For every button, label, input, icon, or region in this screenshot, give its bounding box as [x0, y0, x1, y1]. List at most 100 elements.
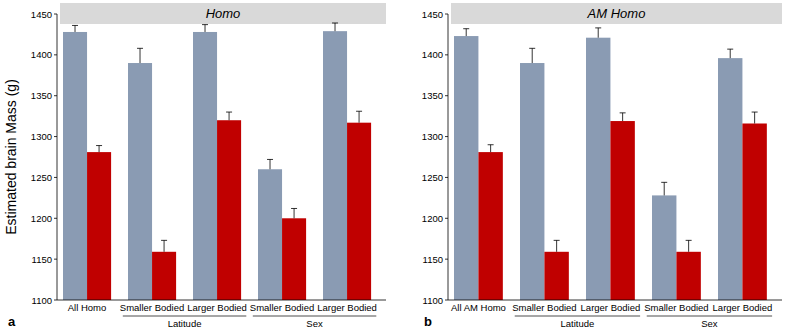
y-tick-label: 1150 [423, 254, 443, 265]
y-tick-label: 1350 [422, 90, 443, 101]
x-tick-label: All AM Homo [451, 302, 506, 313]
title: AM Homo [587, 6, 646, 21]
bars [454, 28, 767, 300]
group-line [123, 316, 247, 317]
y-tick-label: 1100 [423, 295, 443, 306]
y-tick [54, 95, 57, 96]
bar [544, 252, 568, 300]
error-bar [332, 23, 338, 31]
x-tick-label: Smaller Bodied [250, 302, 314, 313]
bar [478, 152, 502, 300]
y-tick-label: 1400 [31, 49, 52, 60]
error-bar [661, 182, 667, 195]
y-tick-label: 1250 [422, 172, 443, 183]
error-bar [226, 112, 232, 120]
bar [217, 120, 241, 300]
group-label: Latitude [168, 318, 202, 329]
y-tick-label: 1450 [31, 9, 52, 20]
panel: Homo 1100 1150 1200 1250 1300 1350 1400 1450 Esti… [3, 3, 386, 329]
group-label: Latitude [561, 318, 595, 329]
y-tick-label: 1200 [422, 213, 443, 224]
y-tick-label: 1300 [422, 131, 443, 142]
group-line [253, 316, 376, 317]
title-bar [60, 3, 386, 24]
y-tick [445, 259, 448, 260]
group-line [515, 316, 640, 317]
y-tick [445, 300, 448, 301]
error-bar [202, 25, 208, 32]
y-tick [445, 14, 448, 15]
y-tick-label: 1250 [31, 172, 52, 183]
bar [454, 36, 478, 300]
error-bar [267, 159, 273, 169]
bar [520, 63, 544, 300]
group-line [647, 316, 772, 317]
x-axis [448, 300, 782, 301]
error-bar [161, 240, 167, 251]
y-tick [445, 136, 448, 137]
y-axis [448, 14, 449, 300]
x-tick-label: Larger Bodied [713, 302, 773, 313]
title: Homo [206, 6, 241, 21]
bar [676, 252, 700, 300]
bar [586, 38, 610, 300]
error-bar [72, 25, 78, 32]
y-tick [54, 218, 57, 219]
y-tick [54, 136, 57, 137]
error-bar [356, 111, 362, 122]
y-tick-label: 1100 [32, 295, 52, 306]
y-tick [54, 14, 57, 15]
y-tick [445, 218, 448, 219]
title-bar [451, 3, 782, 24]
y-tick [54, 300, 57, 301]
error-bar [686, 240, 692, 251]
x-tick-label: Smaller Bodied [644, 302, 708, 313]
y-axis [57, 14, 58, 300]
group-label: Sex [701, 318, 718, 329]
bar [718, 58, 742, 300]
y-tick-label: 1350 [31, 90, 52, 101]
y-tick [54, 54, 57, 55]
bar [323, 31, 347, 300]
y-tick-label: 1300 [31, 131, 52, 142]
y-tick [445, 177, 448, 178]
y-tick [445, 95, 448, 96]
error-bar [291, 208, 297, 218]
error-bar [137, 48, 143, 63]
y-tick [445, 54, 448, 55]
error-bar [463, 29, 469, 36]
panel-label: a [8, 314, 16, 329]
panel-label: b [424, 314, 432, 329]
y-axis-label: Estimated brain Mass (g) [3, 79, 19, 235]
error-bar [529, 48, 535, 63]
bar [282, 218, 306, 300]
y-tick-label: 1150 [32, 254, 52, 265]
figure: Homo 1100 1150 1200 1250 1300 1350 1400 1450 Esti… [0, 0, 787, 330]
panel: AM Homo11001150120012501300135014001450A… [422, 3, 782, 329]
error-bar [488, 145, 494, 152]
bar [652, 195, 676, 300]
bar [347, 123, 371, 300]
error-bar [554, 240, 560, 251]
bar [63, 32, 87, 300]
bar [128, 63, 152, 300]
error-bar [727, 49, 733, 58]
bar [258, 169, 282, 300]
y-tick-label: 1400 [422, 49, 443, 60]
x-tick-label: Larger Bodied [581, 302, 641, 313]
x-tick-label: Smaller Bodied [120, 302, 184, 313]
error-bar [96, 146, 102, 153]
y-tick [54, 177, 57, 178]
error-bar [620, 113, 626, 121]
x-tick-label: Larger Bodied [187, 302, 247, 313]
x-tick-label: All Homo [68, 302, 107, 313]
bar [610, 121, 634, 300]
error-bar [752, 112, 758, 123]
bar [193, 32, 217, 300]
bars [63, 23, 371, 300]
y-tick-label: 1200 [31, 213, 52, 224]
group-label: Sex [306, 318, 323, 329]
error-bar [595, 28, 601, 38]
bar [742, 123, 766, 300]
bar [87, 152, 111, 300]
